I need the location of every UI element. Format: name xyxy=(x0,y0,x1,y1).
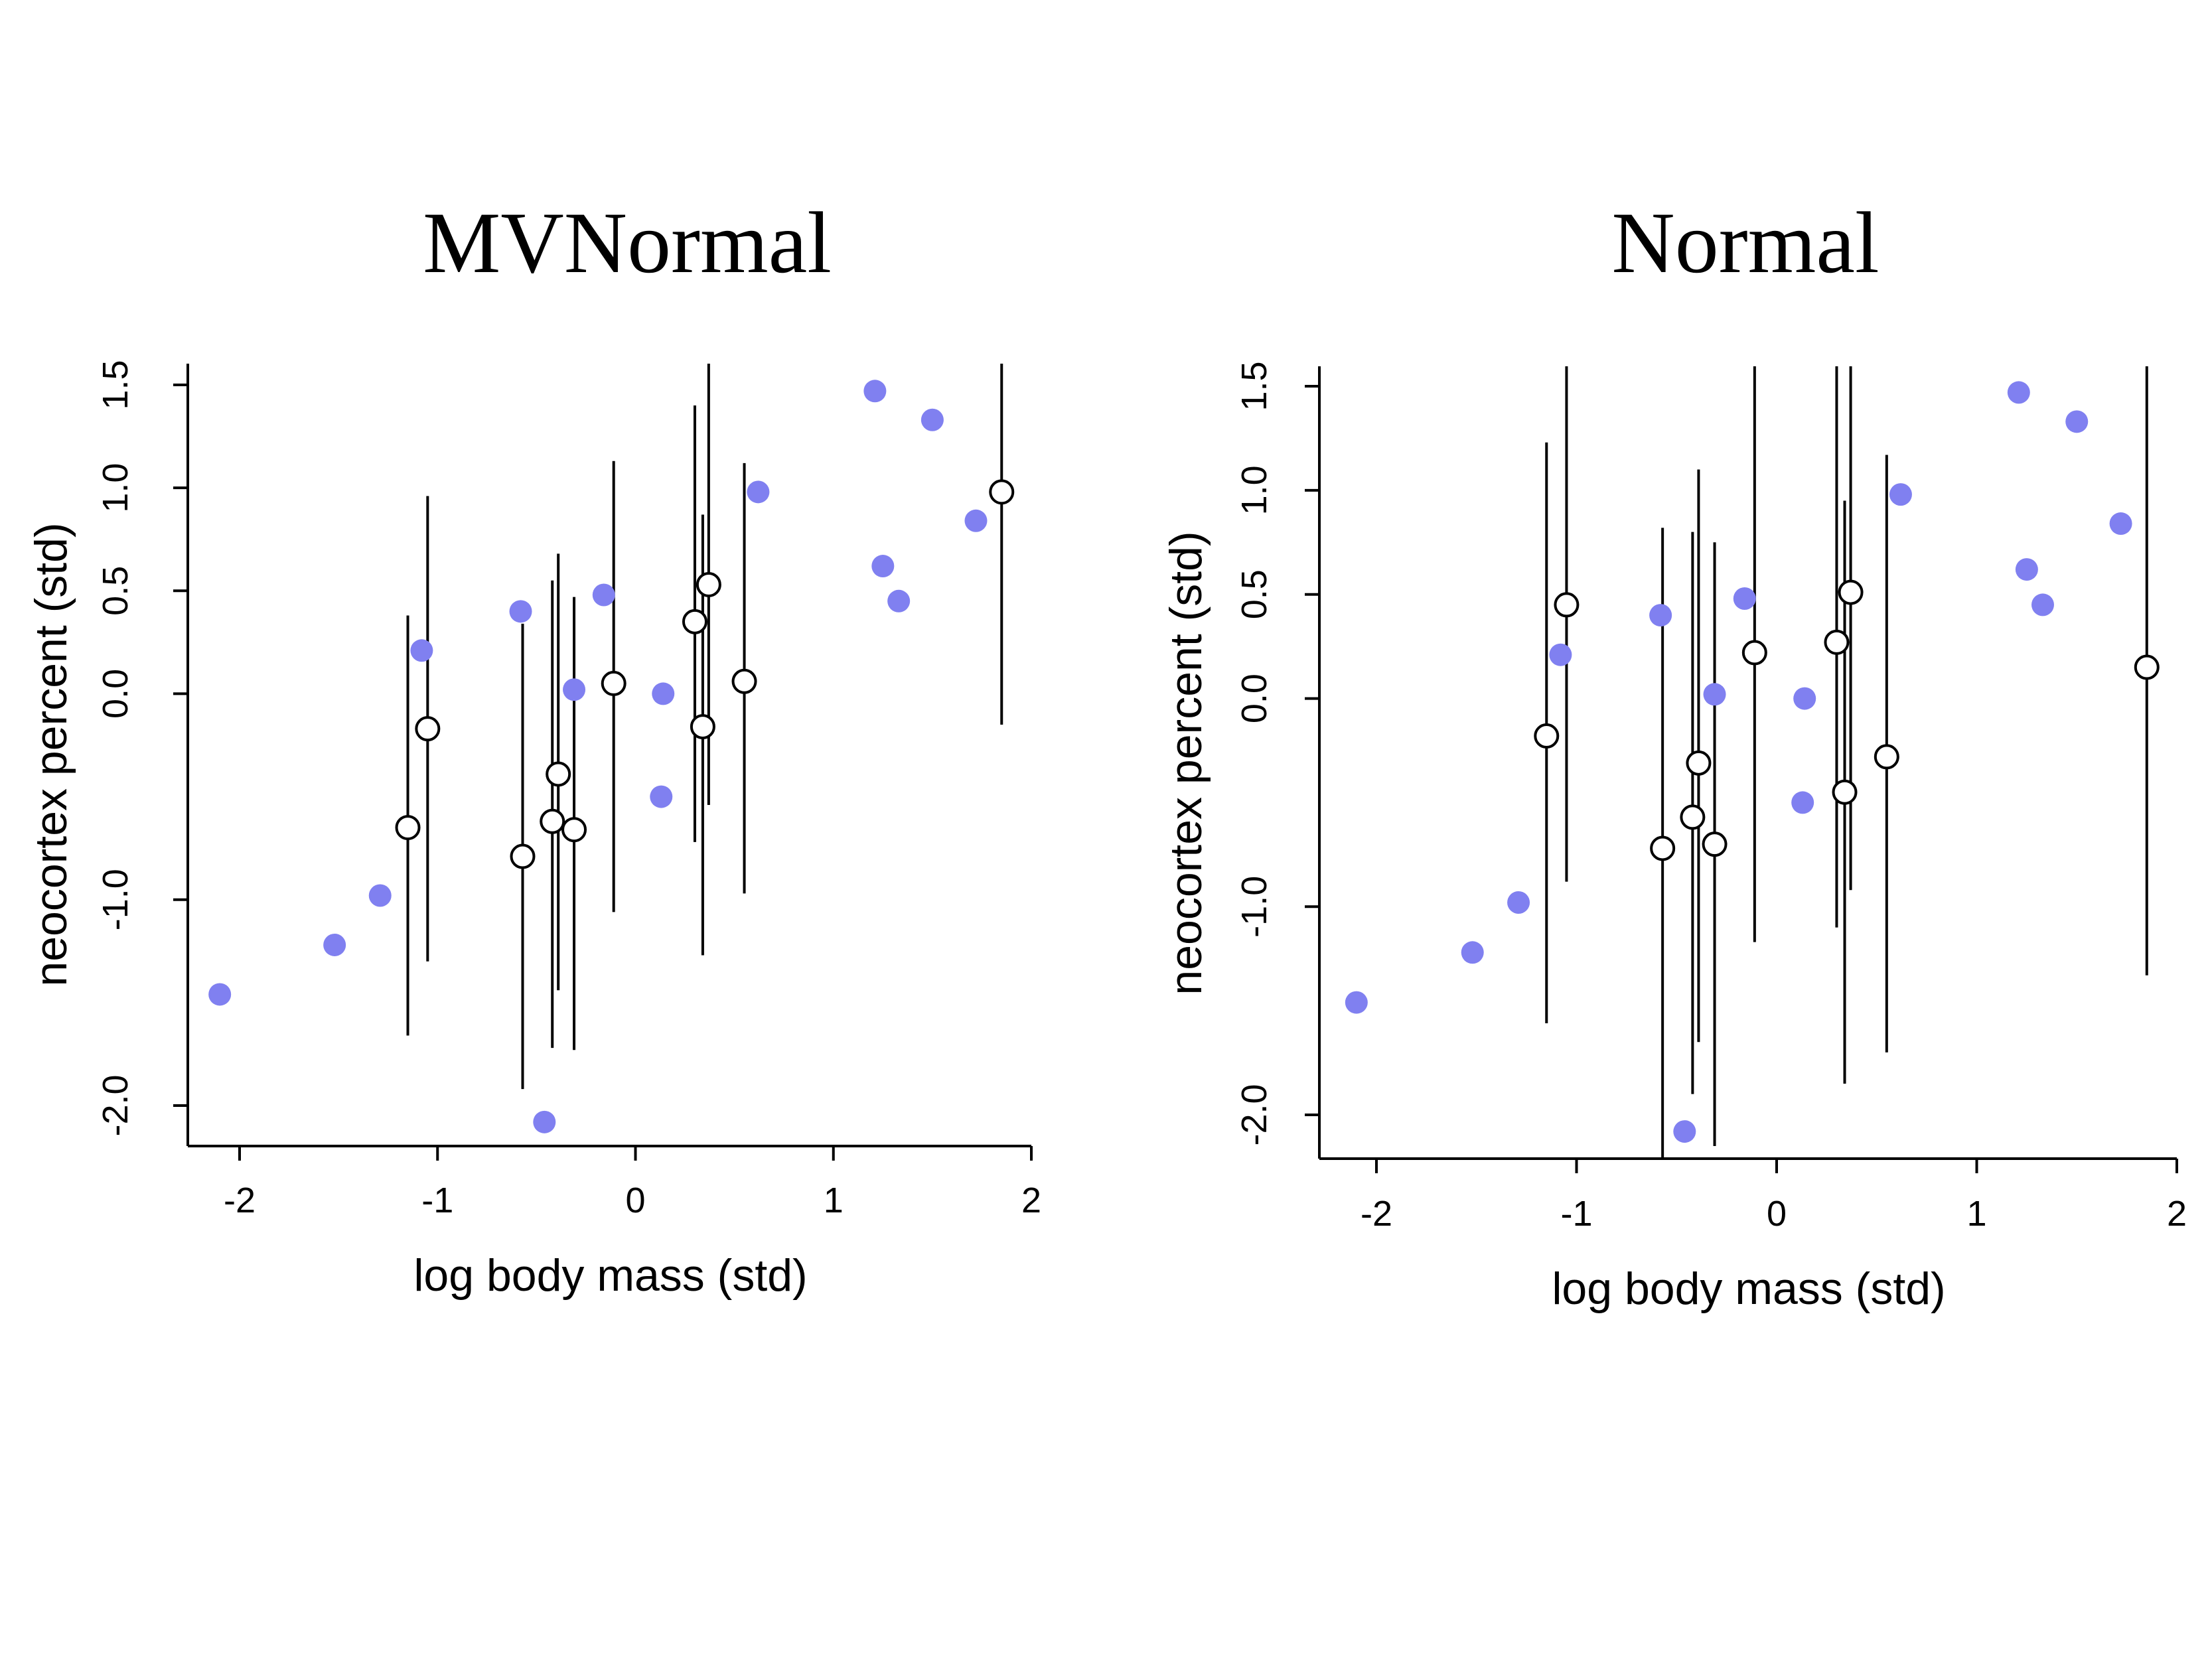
y-tick-label: 0.5 xyxy=(1234,569,1274,619)
y-tick-label: 0.0 xyxy=(96,669,135,719)
x-tick-label: 2 xyxy=(2167,1194,2187,1234)
observed-point xyxy=(509,600,532,623)
observed-point xyxy=(533,1110,556,1133)
x-tick-label: 2 xyxy=(1021,1181,1041,1220)
observed-point xyxy=(563,678,586,701)
imputed-point xyxy=(561,817,587,843)
imputed-point xyxy=(395,815,421,841)
x-tick-label: -1 xyxy=(421,1181,453,1220)
imputed-point xyxy=(989,479,1015,505)
y-axis-label-normal: neocortex percent (std) xyxy=(1161,531,1211,995)
imputed-point xyxy=(510,843,536,869)
observed-point xyxy=(871,555,895,578)
observed-point xyxy=(1461,941,1484,964)
panel-normal: Normal log body mass (std) neocortex per… xyxy=(1161,194,2187,1314)
imputed-point xyxy=(690,714,715,740)
y-tick-label: 1.5 xyxy=(96,360,135,409)
x-tick-label: 0 xyxy=(625,1181,645,1220)
observed-point xyxy=(921,408,944,431)
imputed-point xyxy=(1741,640,1767,666)
panel-mvnormal: MVNormal log body mass (std) neocortex p… xyxy=(26,194,1041,1301)
y-tick-label: 1.0 xyxy=(1234,465,1274,515)
imputed-point xyxy=(1824,629,1850,655)
y-tick-label: -1.0 xyxy=(96,869,135,930)
observed-point xyxy=(887,589,911,613)
y-tick-label: -2.0 xyxy=(1234,1084,1274,1145)
x-axis-label-normal: log body mass (std) xyxy=(1552,1263,1945,1314)
observed-point xyxy=(592,583,615,607)
observed-point xyxy=(1733,587,1756,610)
imputed-point xyxy=(1832,779,1858,805)
observed-point xyxy=(1703,683,1726,706)
observed-point xyxy=(1673,1120,1696,1143)
imputed-point xyxy=(1650,835,1676,861)
observed-point xyxy=(2015,558,2038,581)
observed-point xyxy=(1889,483,1912,506)
observed-point xyxy=(747,480,770,504)
imputed-point xyxy=(1686,750,1712,776)
observed-point xyxy=(208,983,232,1006)
imputed-point xyxy=(1554,592,1580,618)
y-tick-label: 1.5 xyxy=(1234,361,1274,411)
chart-title-normal: Normal xyxy=(1611,194,1879,291)
imputed-point xyxy=(2134,654,2160,680)
x-tick-label: 0 xyxy=(1767,1194,1787,1234)
observed-point xyxy=(1507,891,1530,914)
imputed-point xyxy=(1680,804,1706,830)
observed-point xyxy=(368,884,392,907)
observed-point xyxy=(2065,410,2089,433)
observed-point xyxy=(1649,604,1672,627)
observed-point xyxy=(323,933,346,956)
x-tick-label: -1 xyxy=(1560,1194,1592,1234)
observed-point xyxy=(410,639,433,662)
imputed-point xyxy=(731,668,757,694)
observed-point xyxy=(863,380,887,403)
y-tick-label: 1.0 xyxy=(96,463,135,513)
imputed-point xyxy=(415,716,441,742)
y-tick-label: 0.0 xyxy=(1234,674,1274,723)
imputed-point xyxy=(1702,831,1728,857)
observed-point xyxy=(964,509,988,532)
x-tick-label: 1 xyxy=(1966,1194,1986,1234)
x-tick-label: -2 xyxy=(1361,1194,1392,1234)
y-tick-label: -2.0 xyxy=(96,1074,135,1136)
imputed-point xyxy=(601,670,627,696)
observed-point xyxy=(1791,791,1814,814)
observed-point xyxy=(650,785,673,808)
x-axis-label-mvnormal: log body mass (std) xyxy=(413,1250,807,1301)
x-tick-label: -2 xyxy=(224,1181,256,1220)
observed-point xyxy=(2031,593,2054,616)
observed-point xyxy=(652,682,675,705)
y-tick-label: 0.5 xyxy=(96,566,135,616)
y-tick-label: -1.0 xyxy=(1234,876,1274,938)
chart-title-mvnormal: MVNormal xyxy=(423,194,832,291)
imputed-point xyxy=(1838,579,1864,605)
imputed-point xyxy=(546,761,571,787)
observed-point xyxy=(2109,512,2132,536)
observed-point xyxy=(1345,991,1368,1014)
observed-point xyxy=(2007,381,2030,404)
imputed-point xyxy=(682,609,707,634)
imputed-point xyxy=(696,571,721,597)
observed-point xyxy=(1793,687,1816,710)
y-axis-label-mvnormal: neocortex percent (std) xyxy=(26,522,76,986)
x-tick-label: 1 xyxy=(824,1181,844,1220)
observed-point xyxy=(1549,643,1572,666)
imputed-point xyxy=(540,808,565,834)
imputed-point xyxy=(1534,723,1560,749)
imputed-point xyxy=(1874,744,1899,770)
